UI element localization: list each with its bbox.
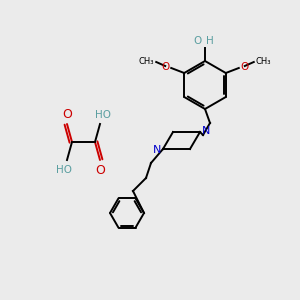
Text: HO: HO bbox=[95, 110, 111, 120]
Text: HO: HO bbox=[56, 165, 72, 175]
Text: O: O bbox=[194, 36, 202, 46]
Text: O: O bbox=[62, 108, 72, 121]
Text: CH₃: CH₃ bbox=[256, 56, 271, 65]
Text: CH₃: CH₃ bbox=[139, 56, 154, 65]
Text: N: N bbox=[202, 126, 210, 136]
Text: H: H bbox=[206, 36, 214, 46]
Text: N: N bbox=[153, 145, 161, 155]
Text: O: O bbox=[241, 62, 249, 72]
Text: O: O bbox=[161, 62, 169, 72]
Text: O: O bbox=[95, 164, 105, 177]
